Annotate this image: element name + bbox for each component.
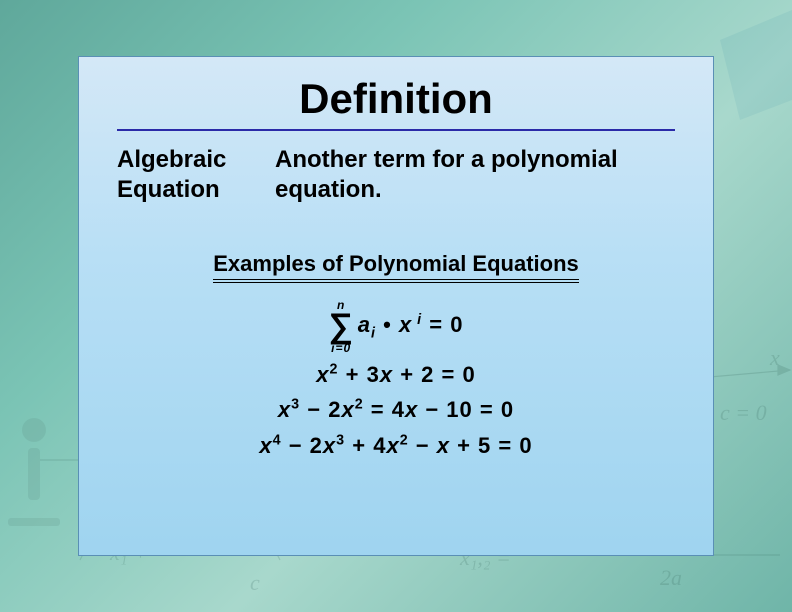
svg-text:c = 0: c = 0 (720, 400, 767, 425)
equation-list: n∑i=0ai • x i = 0 x2 + 3x + 2 = 0 x3 − 2x2… (117, 299, 675, 461)
equation-4: x4 − 2x3 + 4x2 − x + 5 = 0 (117, 431, 675, 461)
examples-section: Examples of Polynomial Equations n∑i=0ai… (117, 251, 675, 461)
term-line2: Equation (117, 176, 220, 203)
term-label: Algebraic Equation (117, 145, 247, 205)
equation-2: x2 + 3x + 2 = 0 (117, 360, 675, 390)
examples-heading: Examples of Polynomial Equations (213, 251, 579, 283)
svg-text:2a: 2a (660, 565, 682, 590)
card-title: Definition (117, 71, 675, 129)
equation-1: n∑i=0ai • x i = 0 (117, 299, 675, 354)
definition-row: Algebraic Equation Another term for a po… (117, 145, 675, 205)
svg-text:x: x (769, 345, 780, 370)
equation-3: x3 − 2x2 = 4x − 10 = 0 (117, 395, 675, 425)
definition-text: Another term for a polynomial equation. (275, 145, 675, 205)
title-divider (117, 129, 675, 131)
svg-text:c: c (250, 570, 260, 595)
term-line1: Algebraic (117, 146, 226, 173)
definition-card: Definition Algebraic Equation Another te… (78, 56, 714, 556)
